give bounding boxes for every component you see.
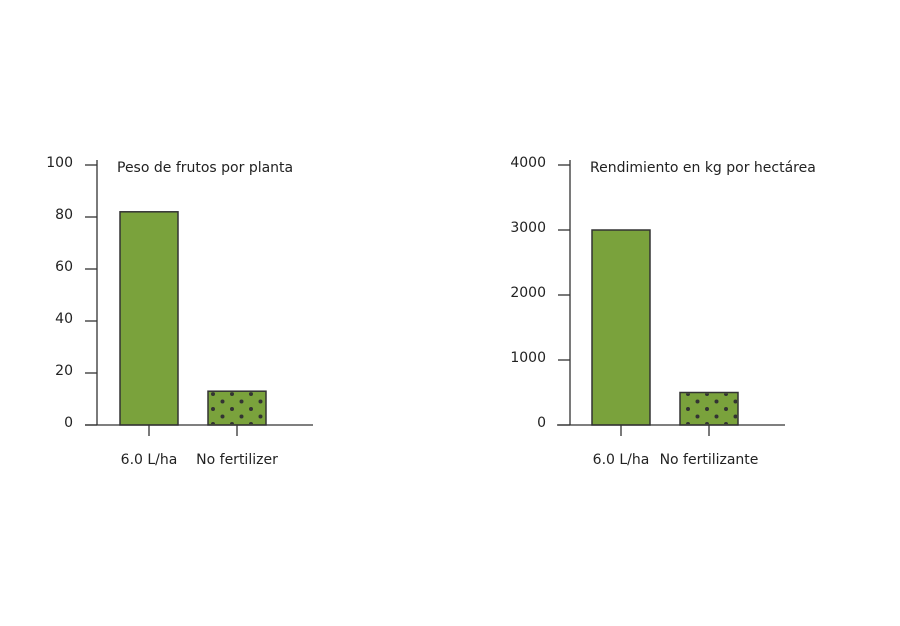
y-tick-label: 3000 xyxy=(510,220,546,236)
y-tick-label: 4000 xyxy=(510,155,546,171)
x-tick-label: 6.0 L/ha xyxy=(593,452,650,468)
y-tick-label: 0 xyxy=(537,415,546,431)
x-tick-label: 6.0 L/ha xyxy=(121,452,178,468)
y-tick-label: 0 xyxy=(64,415,73,431)
y-tick-label: 40 xyxy=(55,311,73,327)
y-tick-label: 2000 xyxy=(510,285,546,301)
bar xyxy=(591,229,651,426)
y-tick-label: 1000 xyxy=(510,350,546,366)
y-tick-label: 60 xyxy=(55,259,73,275)
bar xyxy=(119,211,179,426)
chart-title: Rendimiento en kg por hectárea xyxy=(590,160,816,176)
bar-pattern xyxy=(209,392,265,424)
bar-pattern xyxy=(681,393,737,424)
x-tick-label: No fertilizer xyxy=(196,452,278,468)
x-tick-label: No fertilizante xyxy=(660,452,759,468)
y-tick-label: 20 xyxy=(55,363,73,379)
y-tick-label: 100 xyxy=(46,155,73,171)
y-tick-label: 80 xyxy=(55,207,73,223)
chart-title: Peso de frutos por planta xyxy=(117,160,293,176)
